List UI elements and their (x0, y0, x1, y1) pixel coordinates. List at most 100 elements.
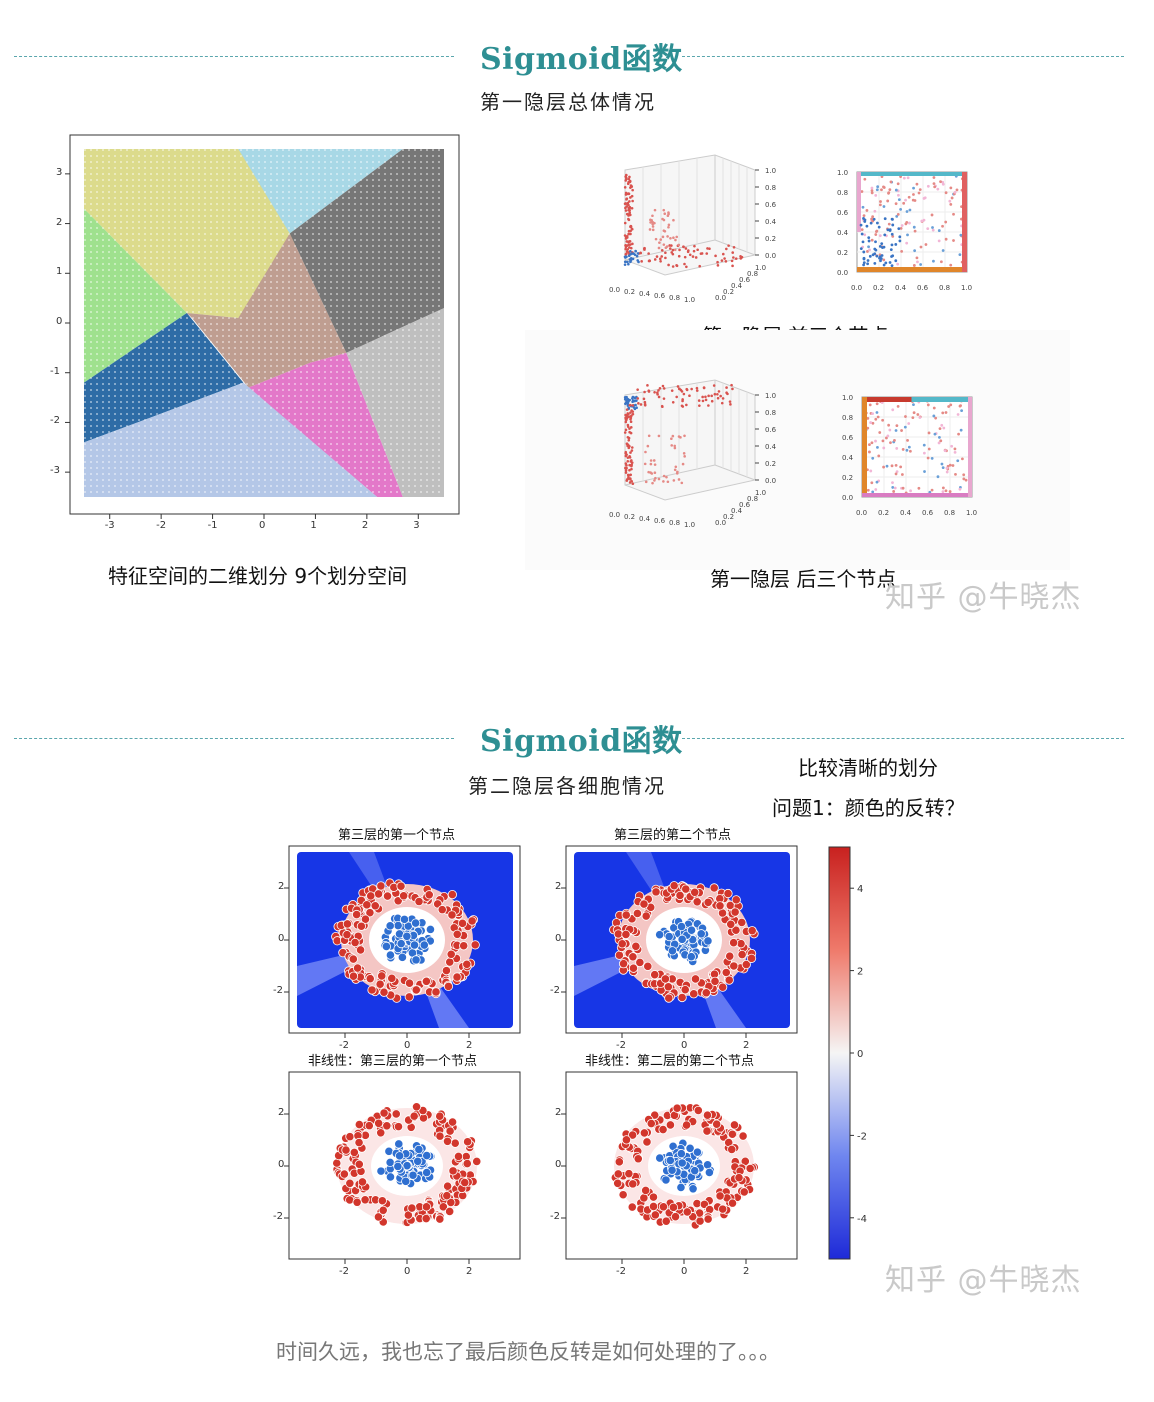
data-point (887, 191, 890, 195)
data-point (867, 236, 871, 240)
red-point (715, 1191, 725, 1201)
y-tick-label: 1.0 (755, 489, 766, 497)
data-point (657, 389, 660, 392)
data-point (958, 253, 962, 257)
data-point (878, 203, 882, 207)
colorbar-tick-label: 4 (857, 884, 863, 895)
data-point (625, 478, 629, 481)
data-point (631, 404, 635, 407)
data-point (866, 262, 870, 266)
red-point (641, 1185, 651, 1196)
edge-band (862, 493, 972, 497)
red-point (658, 1202, 669, 1212)
data-point (949, 202, 953, 206)
data-point (636, 252, 640, 255)
data-point (653, 479, 656, 482)
data-point (624, 420, 628, 424)
data-point (948, 463, 952, 467)
red-point (731, 925, 741, 935)
first-hidden-2d-bottom: 0.00.0 0.2 0.2 0.4 0.4 0.6 0.6 0.8 0.8 1.0 1.0 (842, 394, 977, 517)
data-point (690, 387, 693, 391)
data-point (912, 403, 915, 406)
data-point (891, 234, 895, 238)
red-point (342, 919, 353, 929)
red-point (702, 1126, 712, 1136)
data-point (734, 257, 738, 260)
data-point (700, 252, 704, 255)
data-point (631, 242, 634, 246)
data-point (651, 225, 655, 228)
colorbar-tick-label: -2 (857, 1131, 867, 1142)
blue-point (676, 921, 687, 932)
data-point (633, 399, 636, 403)
data-point (878, 431, 882, 434)
red-point (738, 1131, 748, 1141)
data-point (937, 229, 941, 232)
data-point (684, 247, 688, 250)
red-point (646, 1118, 656, 1129)
y-tick-label: 0 (278, 1159, 285, 1170)
data-point (653, 463, 657, 466)
data-point (660, 249, 664, 252)
data-point (631, 199, 634, 203)
data-point (716, 264, 720, 267)
data-point (912, 225, 916, 229)
data-point (889, 180, 893, 184)
red-point (352, 1197, 362, 1207)
data-point (640, 260, 643, 263)
y-tick-label: 0.0 (715, 294, 726, 302)
x-tick-label: 2 (466, 1266, 473, 1277)
red-point (724, 975, 734, 985)
data-point (698, 264, 702, 268)
red-point (354, 1120, 364, 1130)
cube-edge (624, 239, 716, 261)
data-point (624, 471, 628, 474)
red-point (354, 1137, 364, 1148)
data-point (627, 229, 631, 233)
y-tick-label: 1.0 (755, 264, 766, 272)
red-point (411, 1102, 422, 1112)
x-tick-label: 0.6 (654, 517, 666, 525)
data-point (875, 480, 879, 484)
data-point (720, 259, 724, 262)
data-point (875, 188, 879, 192)
data-point (685, 387, 689, 391)
data-point (949, 186, 953, 190)
data-point (886, 434, 890, 438)
data-point (652, 459, 656, 462)
data-point (624, 255, 628, 259)
data-point (894, 472, 898, 476)
data-point (710, 394, 713, 398)
x-tick-label: -1 (207, 520, 218, 531)
data-point (860, 232, 864, 236)
data-point (680, 481, 684, 485)
x-tick-label: 0.2 (624, 513, 635, 521)
section2-subtitle: 第二隐层各细胞情况 (468, 774, 666, 798)
y-tick-label: -1 (50, 365, 60, 377)
data-point (629, 451, 632, 454)
data-point (623, 234, 627, 237)
blue-point (677, 934, 687, 944)
red-point (695, 1216, 705, 1226)
data-point (894, 188, 898, 192)
data-point (727, 244, 730, 247)
red-point (741, 959, 751, 970)
x-tick-label: 1.0 (684, 521, 695, 529)
red-point (448, 1166, 458, 1176)
data-point (639, 251, 642, 255)
data-point (653, 471, 657, 475)
data-point (924, 243, 928, 246)
red-point (680, 985, 690, 995)
data-point (949, 403, 953, 407)
data-point (912, 193, 915, 196)
y-tick-label: 1.0 (842, 394, 853, 402)
y-tick-label: 0.2 (723, 288, 734, 296)
data-point (674, 465, 678, 469)
red-point (377, 971, 387, 981)
data-point (713, 392, 717, 396)
data-point (937, 239, 941, 243)
red-point (378, 1205, 388, 1215)
data-point (624, 209, 628, 212)
data-point (658, 241, 661, 244)
data-point (712, 384, 716, 387)
